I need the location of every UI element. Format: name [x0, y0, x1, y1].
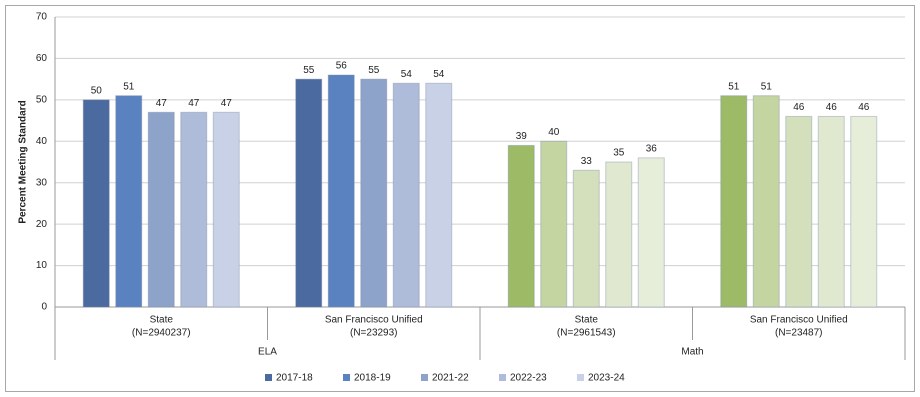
- bar: [327, 74, 355, 308]
- bar: [115, 95, 143, 308]
- legend-swatch: [421, 374, 428, 381]
- x-tick-label: San Francisco Unified: [325, 315, 423, 326]
- data-label: 46: [858, 102, 870, 113]
- x-tick-note: (N=23293): [350, 328, 398, 339]
- y-tick-label: 60: [36, 53, 48, 64]
- bar: [392, 82, 420, 308]
- bar: [82, 99, 110, 308]
- x-tick-note: (N=2961543): [557, 328, 616, 339]
- legend-swatch: [577, 374, 584, 381]
- legend-label: 2017-18: [276, 373, 313, 384]
- legend-label: 2021-22: [432, 373, 469, 384]
- legend-swatch: [265, 374, 272, 381]
- bar: [147, 111, 175, 308]
- data-label: 46: [826, 102, 838, 113]
- data-label: 51: [728, 81, 740, 92]
- x-tick-note: (N=2940237): [132, 328, 191, 339]
- data-label: 54: [433, 69, 445, 80]
- data-label: 51: [761, 81, 773, 92]
- data-label: 47: [221, 98, 233, 109]
- y-tick-label: 10: [36, 260, 48, 271]
- y-tick-label: 50: [36, 94, 48, 105]
- bar: [425, 82, 453, 308]
- data-label: 54: [401, 69, 413, 80]
- bar: [360, 78, 388, 308]
- legend-swatch: [343, 374, 350, 381]
- legend-label: 2018-19: [354, 373, 391, 384]
- data-label: 55: [303, 65, 315, 76]
- bar: [720, 95, 748, 308]
- y-tick-label: 70: [36, 12, 48, 23]
- bar: [752, 95, 780, 308]
- legend-swatch: [499, 374, 506, 381]
- data-label: 33: [581, 156, 593, 167]
- x-tick-note: (N=23487): [775, 328, 823, 339]
- data-label: 36: [646, 143, 658, 154]
- y-tick-label: 30: [36, 177, 48, 188]
- bar: [507, 144, 535, 308]
- data-label: 47: [156, 98, 168, 109]
- bar: [540, 140, 568, 308]
- data-label: 50: [91, 85, 103, 96]
- bar: [850, 115, 878, 308]
- data-label: 51: [123, 81, 135, 92]
- data-label: 56: [336, 61, 348, 72]
- bar: [817, 115, 845, 308]
- y-tick-label: 20: [36, 219, 48, 230]
- group-label: Math: [681, 347, 703, 358]
- y-tick-label: 0: [41, 302, 47, 313]
- bar: [605, 161, 633, 308]
- data-label: 40: [548, 127, 560, 138]
- bar: [637, 157, 665, 308]
- x-tick-label: San Francisco Unified: [750, 315, 848, 326]
- y-axis-label: Percent Meeting Standard: [18, 100, 29, 223]
- data-label: 46: [793, 102, 805, 113]
- data-label: 39: [516, 131, 528, 142]
- group-label: ELA: [258, 347, 277, 358]
- bar: [295, 78, 323, 308]
- legend-label: 2023-24: [588, 373, 625, 384]
- data-label: 47: [188, 98, 200, 109]
- x-tick-label: State: [575, 315, 599, 326]
- bar: [572, 169, 600, 308]
- data-label: 35: [613, 148, 625, 159]
- bar: [785, 115, 813, 308]
- bar: [212, 111, 240, 308]
- legend-label: 2022-23: [510, 373, 547, 384]
- bar: [180, 111, 208, 308]
- data-label: 55: [368, 65, 380, 76]
- x-tick-label: State: [150, 315, 174, 326]
- y-tick-label: 40: [36, 136, 48, 147]
